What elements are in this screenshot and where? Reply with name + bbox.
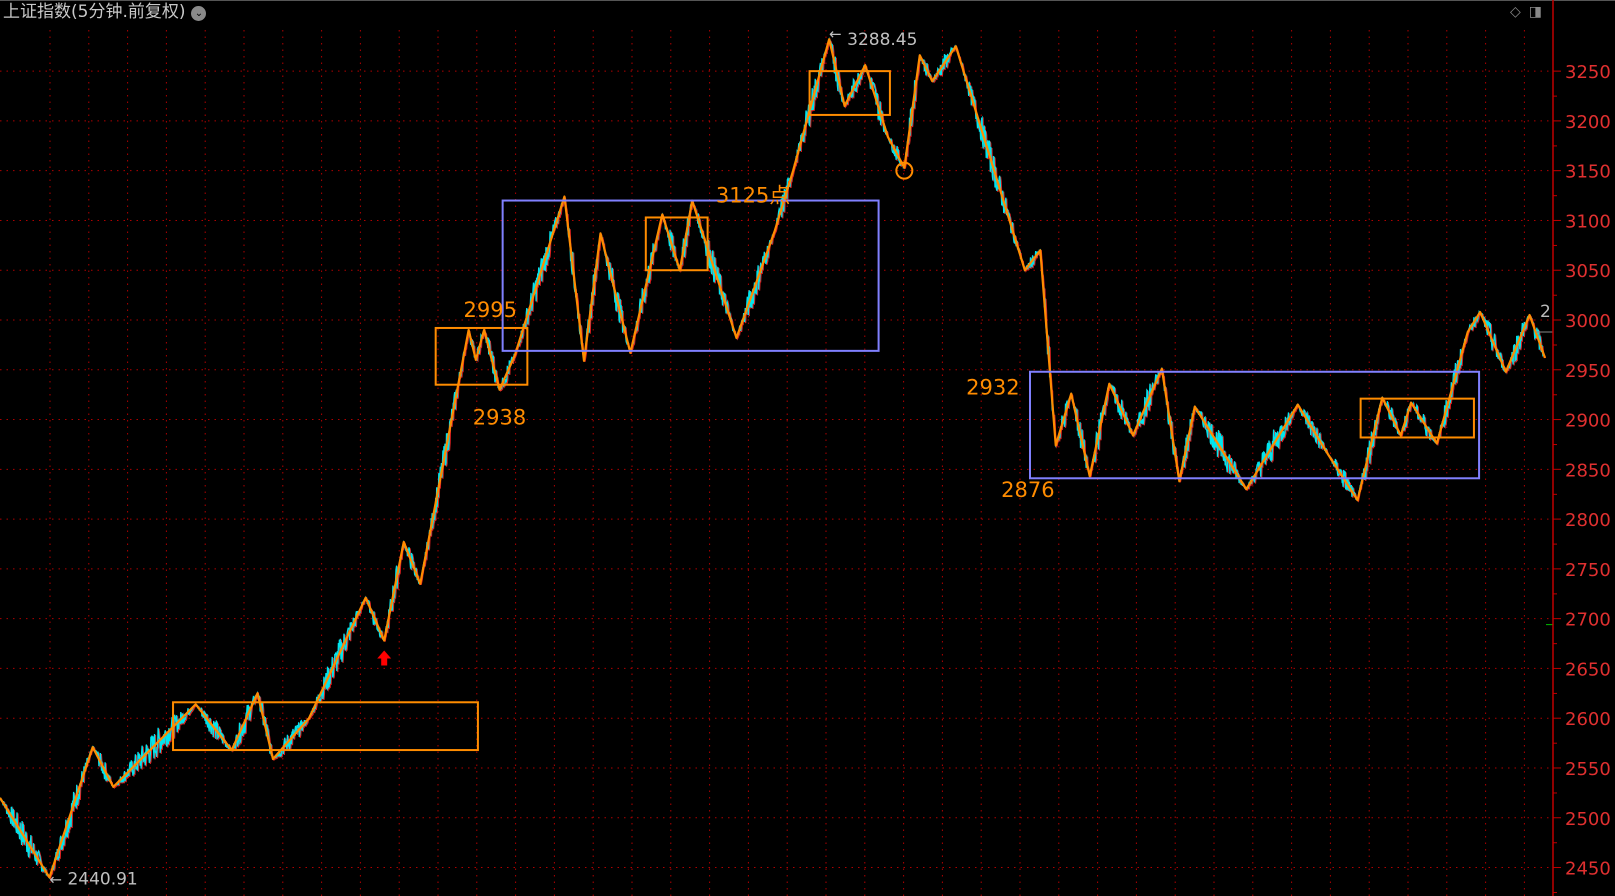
annotation-label: 2932: [966, 376, 1019, 400]
dropdown-chevron-icon[interactable]: ⌄: [191, 6, 207, 21]
y-axis: 3250 3200 3150 3100 3050 3000 2950 2900 2850 2800…: [1552, 0, 1611, 896]
y-tick-label: 3200: [1565, 112, 1611, 133]
y-tick-label: 3100: [1565, 211, 1611, 232]
purple-range-box: [1029, 370, 1481, 480]
y-tick-label: 2550: [1565, 759, 1611, 780]
zigzag-line: [0, 38, 1547, 879]
orange-range-box: [808, 70, 891, 116]
annotation-label: 2876: [1001, 478, 1054, 502]
grid: [0, 30, 1553, 896]
y-tick-label: 2750: [1565, 560, 1611, 581]
orange-range-box: [1359, 397, 1475, 439]
orange-range-box: [434, 326, 529, 386]
left-arrow-icon: ←: [49, 871, 62, 889]
y-tick-label: 2900: [1565, 411, 1611, 432]
last-price-label: 2: [1540, 302, 1551, 322]
annotation-layer: 2995 2938 3125点 2932 2876 3288.45 ← 2440.91 ← 2: [49, 25, 1553, 890]
y-tick-label: 3250: [1565, 62, 1611, 83]
y-tick-label: 3000: [1565, 311, 1611, 332]
header-icons: ◇ ◨: [1510, 4, 1550, 20]
orange-range-box: [172, 701, 479, 752]
panel-toggle-icon[interactable]: ◨: [1528, 4, 1543, 20]
diamond-icon[interactable]: ◇: [1510, 4, 1521, 20]
purple-range-box: [501, 199, 880, 352]
top-border: [0, 0, 1615, 1]
orange-range-box: [644, 216, 709, 272]
y-tick-label: 2850: [1565, 460, 1611, 481]
y-tick-label: 3050: [1565, 261, 1611, 282]
y-tick-label: 2950: [1565, 361, 1611, 382]
price-line: [0, 36, 1546, 880]
y-tick-label: 2800: [1565, 510, 1611, 531]
annotation-label: 2938: [473, 406, 526, 430]
y-tick-label: 2700: [1565, 610, 1611, 631]
y-tick-label: 2500: [1565, 809, 1611, 830]
chart-title[interactable]: 上证指数(5分钟.前复权) ⌄: [3, 2, 207, 22]
y-tick-label: 3150: [1565, 162, 1611, 183]
up-arrow-icon: [377, 650, 392, 666]
series-layer: [0, 36, 1547, 881]
price-line-down: [0, 38, 1547, 881]
y-tick-label: 2450: [1565, 859, 1611, 880]
low-label: 2440.91: [67, 870, 137, 890]
annotation-label: 2995: [464, 298, 517, 322]
y-tick-label: 2650: [1565, 659, 1611, 680]
title-text: 上证指数(5分钟.前复权): [3, 2, 186, 22]
y-tick-label: 2600: [1565, 709, 1611, 730]
high-label: 3288.45: [847, 30, 917, 50]
annotation-label: 3125点: [716, 184, 790, 208]
circle-marker: [895, 161, 914, 180]
left-arrow-icon: ←: [829, 25, 842, 43]
